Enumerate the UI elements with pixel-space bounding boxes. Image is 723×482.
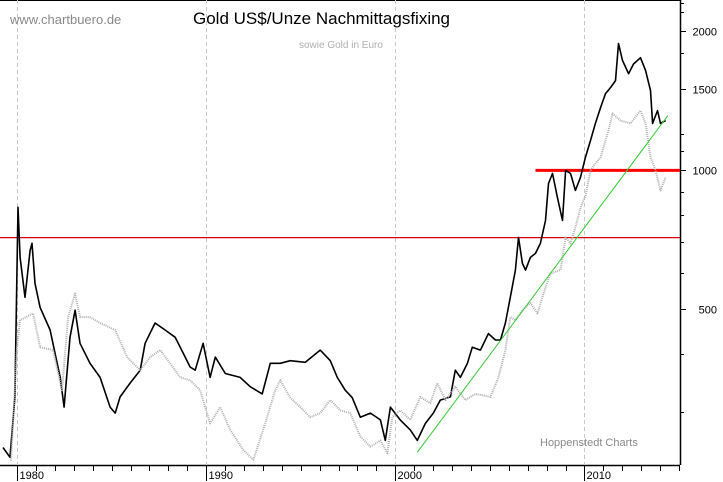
chart-credit: Hoppenstedt Charts: [540, 437, 638, 449]
trendline: [416, 115, 669, 453]
y-tick-label: 1500: [693, 85, 717, 97]
x-tick-label: 1990: [209, 470, 233, 482]
watermark-site: www.chartbuero.de: [10, 12, 122, 27]
x-tick-label: 1980: [20, 470, 44, 482]
series-gold-eur-line: [10, 109, 667, 461]
y-tick-label: 500: [699, 305, 717, 317]
series-gold-usd-line: [2, 42, 666, 459]
x-tick-label: 2000: [398, 470, 422, 482]
y-tick-label: 2000: [693, 27, 717, 39]
x-tick-label: 2010: [587, 470, 611, 482]
chart-subtitle: sowie Gold in Euro: [299, 40, 383, 51]
chart-title: Gold US$/Unze Nachmittagsfixing: [193, 9, 451, 28]
y-tick-label: 1000: [693, 166, 717, 178]
